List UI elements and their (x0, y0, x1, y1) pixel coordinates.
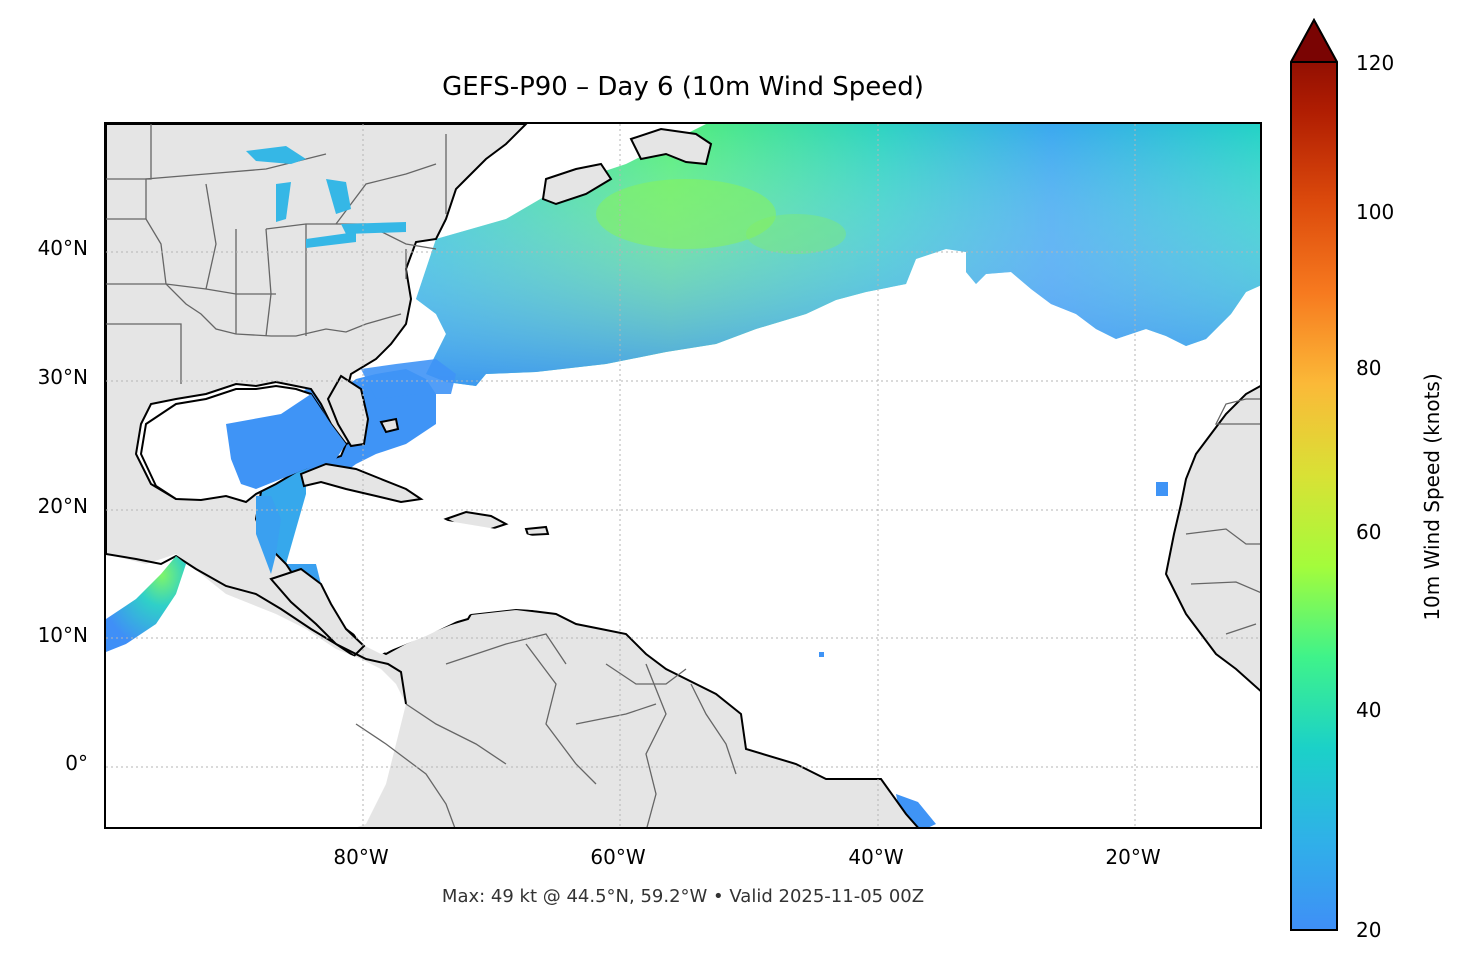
x-tick-80w: 80°W (333, 845, 389, 869)
great-lakes (246, 146, 406, 248)
colorbar-tick-60: 60 (1356, 520, 1382, 544)
map-panel (104, 122, 1262, 829)
colorbar-tick-100: 100 (1356, 200, 1395, 224)
y-tick-10n: 10°N (37, 623, 88, 647)
y-tick-0: 0° (65, 751, 88, 775)
colorbar-tick-40: 40 (1356, 698, 1382, 722)
colorbar-tick-120: 120 (1356, 51, 1395, 75)
colorbar-tick-20: 20 (1356, 918, 1382, 942)
caribbean-sea (106, 496, 666, 827)
x-tick-60w: 60°W (590, 845, 646, 869)
colorbar (1290, 18, 1338, 931)
gridlines (106, 124, 1260, 827)
wind-field-north-atlantic (306, 124, 1260, 386)
borders (106, 124, 1260, 827)
x-tick-40w: 40°W (848, 845, 904, 869)
map-canvas (106, 124, 1260, 827)
y-tick-20n: 20°N (37, 494, 88, 518)
footer-info: Max: 49 kt @ 44.5°N, 59.2°W • Valid 2025… (441, 886, 925, 907)
y-tick-40n: 40°N (37, 236, 88, 260)
colorbar-label: 10m Wind Speed (knots) (1420, 373, 1444, 621)
gulf-of-mexico (139, 384, 348, 504)
chart-title: GEFS-P90 – Day 6 (10m Wind Speed) (442, 72, 924, 102)
x-tick-20w: 20°W (1105, 845, 1161, 869)
colorbar-tick-80: 80 (1356, 356, 1382, 380)
y-tick-30n: 30°N (37, 365, 88, 389)
